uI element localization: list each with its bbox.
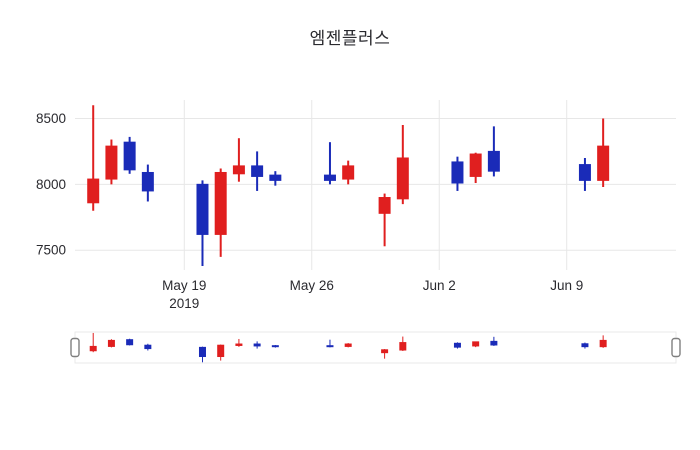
mini-candle [381, 349, 389, 359]
slider-handle-left[interactable] [70, 337, 80, 358]
mini-candle [472, 341, 480, 348]
candle[interactable] [323, 142, 336, 185]
slider-handle-right[interactable] [671, 337, 681, 358]
x-axis-tick-label: May 26 [290, 278, 334, 293]
x-axis-tick-label: May 19 [162, 278, 206, 293]
mini-candle [126, 338, 134, 346]
range-slider-track[interactable] [74, 331, 677, 364]
y-axis-tick-label: 7500 [36, 243, 66, 258]
candle[interactable] [105, 139, 118, 185]
chart-title: 엠젠플러스 [309, 29, 391, 48]
candle[interactable] [232, 138, 245, 182]
mini-candle [235, 338, 243, 347]
x-axis-tick-sublabel: 2019 [169, 296, 199, 311]
candle[interactable] [396, 125, 409, 205]
mini-candle [144, 343, 152, 351]
candle[interactable] [269, 171, 282, 186]
mini-candle [198, 346, 206, 363]
mini-candle [490, 336, 498, 346]
candle[interactable] [214, 168, 227, 257]
mini-candle [399, 336, 407, 351]
mini-candle [217, 344, 225, 361]
mini-candle [581, 342, 589, 349]
mini-candle [107, 339, 115, 348]
mini-candle [599, 335, 607, 348]
candle[interactable] [123, 136, 136, 174]
mini-candle [253, 341, 261, 349]
mini-candle [453, 342, 461, 349]
candle[interactable] [251, 151, 264, 191]
mini-candle [89, 332, 97, 353]
candle[interactable] [469, 152, 482, 184]
candle[interactable] [141, 164, 154, 202]
candle[interactable] [597, 118, 610, 187]
mini-candle [326, 339, 334, 348]
candle-series [87, 105, 610, 267]
candle[interactable] [487, 126, 500, 177]
candle[interactable] [378, 193, 391, 247]
x-axis-tick-label: Jun 2 [423, 278, 456, 293]
candle[interactable] [196, 180, 209, 267]
y-axis-tick-label: 8000 [36, 177, 66, 192]
x-axis-tick-label: Jun 9 [550, 278, 583, 293]
y-axis-tick-label: 8500 [36, 111, 66, 126]
candle[interactable] [342, 160, 355, 185]
range-slider[interactable] [70, 331, 681, 364]
candle[interactable] [451, 156, 464, 191]
mini-candle [271, 344, 279, 348]
mini-candle [344, 343, 352, 348]
candle[interactable] [578, 157, 591, 191]
candle[interactable] [87, 105, 100, 211]
